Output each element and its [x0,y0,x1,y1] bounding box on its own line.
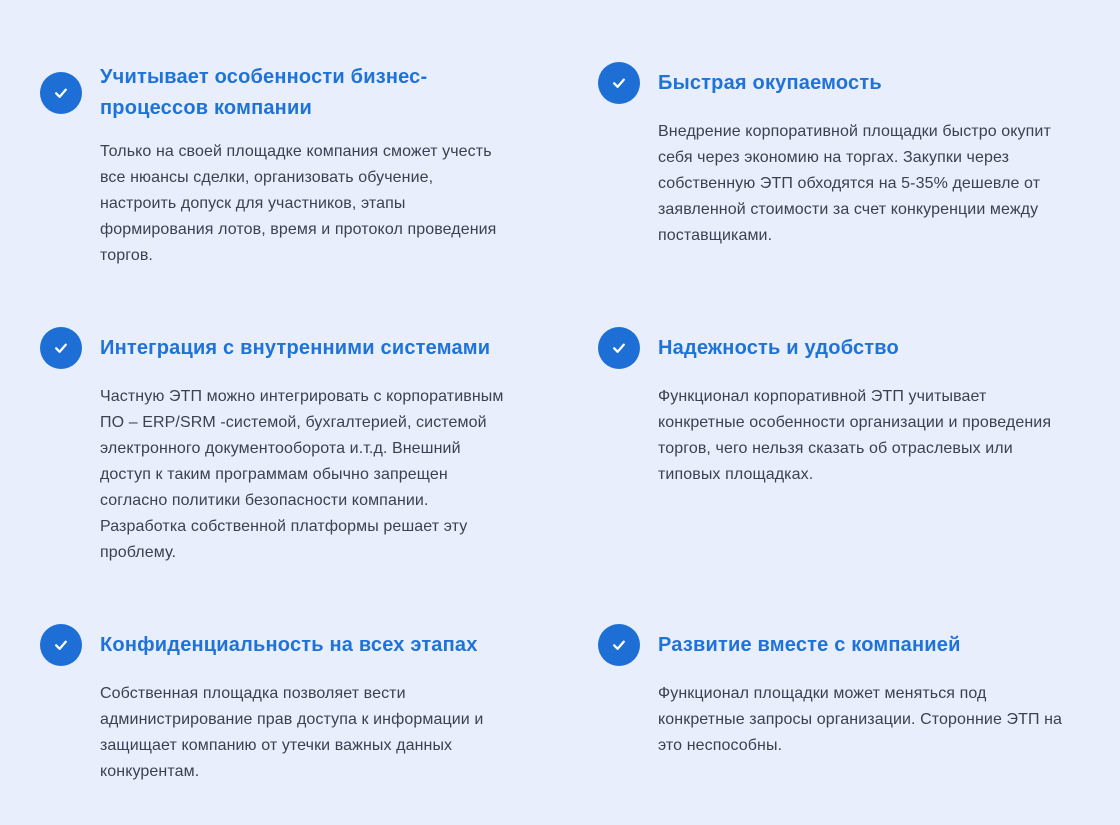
check-circle-icon [40,72,82,114]
feature-card: Интеграция с внутренними системами Частн… [40,327,518,566]
feature-header: Развитие вместе с компанией [598,624,1076,666]
check-circle-icon [40,624,82,666]
feature-header: Конфиденциальность на всех этапах [40,624,518,666]
feature-title: Развитие вместе с компанией [658,633,961,656]
feature-title: Учитывает особенности бизнес-процессов к… [100,66,428,119]
feature-card: Развитие вместе с компанией Функционал п… [598,624,1076,759]
feature-card: Учитывает особенности бизнес-процессов к… [40,62,518,269]
check-circle-icon [598,62,640,104]
feature-header: Интеграция с внутренними системами [40,327,518,369]
feature-card: Конфиденциальность на всех этапах Собств… [40,624,518,785]
feature-title: Интеграция с внутренними системами [100,336,491,359]
feature-header: Учитывает особенности бизнес-процессов к… [40,62,518,124]
feature-description: Собственная площадка позволяет вести адм… [100,685,484,780]
feature-card: Надежность и удобство Функционал корпора… [598,327,1076,488]
feature-description: Только на своей площадке компания сможет… [100,143,497,264]
feature-title: Надежность и удобство [658,336,899,359]
feature-description: Функционал корпоративной ЭТП учитывает к… [658,388,1052,483]
check-circle-icon [598,327,640,369]
feature-header: Быстрая окупаемость [598,62,1076,104]
check-circle-icon [598,624,640,666]
feature-description: Внедрение корпоративной площадки быстро … [658,123,1051,244]
feature-description: Функционал площадки может меняться под к… [658,685,1063,754]
feature-header: Надежность и удобство [598,327,1076,369]
feature-title: Конфиденциальность на всех этапах [100,633,478,656]
feature-title: Быстрая окупаемость [658,71,882,94]
feature-description: Частную ЭТП можно интегрировать с корпор… [100,388,504,561]
check-circle-icon [40,327,82,369]
feature-card: Быстрая окупаемость Внедрение корпоратив… [598,62,1076,249]
